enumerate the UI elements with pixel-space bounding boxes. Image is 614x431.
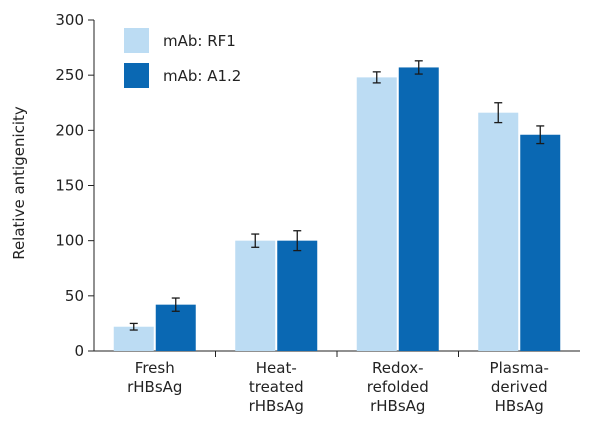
bars [113, 67, 561, 352]
y-axis: 0 50 100 150 200 250 300 [55, 11, 95, 360]
bar [520, 134, 561, 351]
error-bars [129, 60, 545, 331]
bar [113, 326, 154, 351]
y-tick-label: 100 [55, 232, 84, 250]
legend-swatch [124, 28, 149, 53]
y-tick-label: 0 [74, 342, 84, 360]
x-category-label-line: Heat- [256, 359, 297, 377]
x-category-label: Heat-treated rHBsAg [249, 359, 304, 415]
bar [155, 304, 196, 351]
bar [277, 240, 318, 351]
x-category-label-line: Redox- [372, 359, 424, 377]
bar [478, 112, 519, 352]
y-tick-label: 150 [55, 177, 84, 195]
y-tick-label: 250 [55, 66, 84, 84]
legend-swatch [124, 63, 149, 88]
bar [356, 77, 397, 351]
x-category-label-line: refolded [367, 378, 429, 396]
x-category-label-line: Plasma- [490, 359, 549, 377]
x-category-label: Redox-refolded rHBsAg [367, 359, 429, 415]
x-category-label-line: treated [249, 378, 304, 396]
legend-label: mAb: RF1 [163, 32, 236, 50]
y-tick-label: 300 [55, 11, 84, 29]
legend-label: mAb: A1.2 [163, 67, 241, 85]
x-category-label-line: Fresh [135, 359, 175, 377]
x-category-label-line: rHBsAg [249, 397, 304, 415]
x-category-label-line: rHBsAg [370, 397, 425, 415]
bar [398, 67, 439, 352]
x-category-label-line: derived [491, 378, 548, 396]
x-category-label-line: rHBsAg [127, 378, 182, 396]
y-axis-title: Relative antigenicity [10, 106, 28, 260]
x-category-label: Plasma-derived HBsAg [490, 359, 549, 415]
x-category-label-line: HBsAg [495, 397, 544, 415]
y-tick-label: 200 [55, 121, 84, 139]
x-category-label: Fresh rHBsAg [127, 359, 182, 396]
y-tick-label: 50 [65, 287, 84, 305]
legend: mAb: RF1 mAb: A1.2 [124, 28, 241, 88]
bar [235, 240, 276, 351]
